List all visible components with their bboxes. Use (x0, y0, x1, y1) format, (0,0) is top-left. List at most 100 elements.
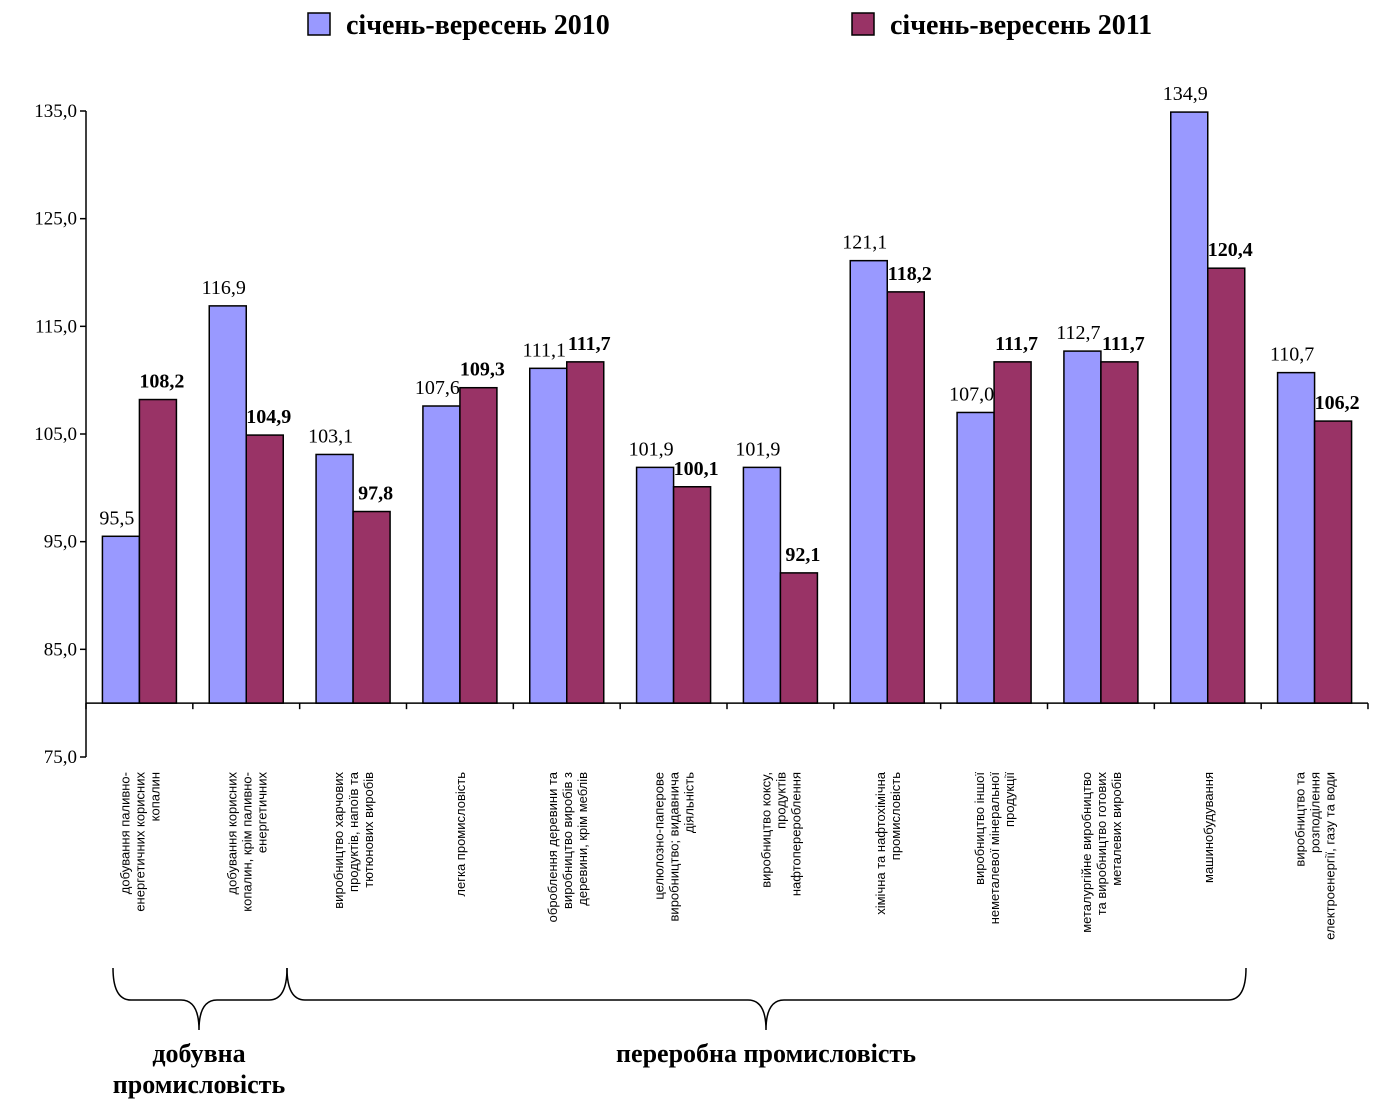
category-label-9: виробництво іншоїнеметалевої мінеральної… (972, 772, 1017, 925)
bar-2011-5 (566, 361, 605, 704)
bar-2011-12 (1313, 420, 1353, 704)
category-labels: добування паливно-енергетичних кориснихк… (117, 771, 1337, 940)
bar-2011-3 (352, 510, 391, 704)
y-tick-label: 125,0 (34, 209, 77, 230)
y-tick-label: 75,0 (44, 747, 77, 768)
category-label-line: продуктів, напоїв та (346, 771, 361, 892)
category-label-line: енергетичних (254, 772, 269, 854)
value-label-2010-2: 116,9 (202, 277, 246, 299)
category-label-8: хімічна та нафтохімічнапромисловість (873, 771, 903, 915)
y-tick-label: 105,0 (34, 424, 77, 445)
category-label-line: копалин, крім паливно- (239, 772, 254, 912)
value-label-2011-6: 100,1 (674, 458, 719, 480)
category-label-line: виробництво; видавнича (667, 771, 682, 921)
value-label-2011-12: 106,2 (1315, 392, 1360, 414)
value-label-2010-5: 111,1 (522, 339, 566, 361)
legend-label-2: січень-вересень 2011 (890, 10, 1152, 41)
category-label-line: неметалевої мінеральної (987, 772, 1002, 925)
group-brace-2 (286, 967, 1247, 1031)
bar-2010-5 (529, 367, 568, 704)
category-label-line: електроенергії, газу та води (1323, 772, 1338, 940)
value-label-2010-6: 101,9 (629, 438, 674, 460)
category-label-line: машинобудування (1201, 772, 1216, 883)
value-label-2010-3: 103,1 (308, 425, 353, 447)
category-label-line: та виробництво готових (1094, 772, 1109, 916)
category-label-line: целюлозно-паперове (652, 772, 667, 900)
category-label-6: целюлозно-паперовевиробництво; видавнича… (652, 771, 697, 921)
category-label-line: виробництво харчових (331, 772, 346, 909)
category-label-line: металевих виробів (1109, 772, 1124, 886)
value-label-2011-9: 111,7 (995, 333, 1038, 355)
bar-2010-10 (1063, 350, 1102, 704)
category-label-3: виробництво харчовихпродуктів, напоїв та… (331, 771, 376, 908)
y-tick-label: 135,0 (34, 101, 77, 122)
category-label-line: металургійне виробництво (1079, 772, 1094, 933)
bar-2011-10 (1100, 361, 1139, 704)
bar-2010-9 (956, 411, 995, 704)
bar-2011-1 (138, 398, 178, 704)
category-label-line: діяльність (682, 772, 697, 833)
category-label-line: виробництво коксу, (758, 772, 773, 888)
legend: січень-вересень 2010 січень-вересень 2011 (307, 10, 1152, 41)
bar-2011-7 (779, 572, 819, 704)
category-label-line: деревини, крім меблів (575, 772, 590, 906)
category-label-10: металургійне виробництвота виробництво г… (1079, 772, 1124, 933)
category-label-line: розподілення (1308, 772, 1323, 853)
group-label-2: переробна промисловість (616, 1039, 916, 1068)
value-label-2011-7: 92,1 (785, 544, 820, 566)
category-label-line: оброблення деревини та (545, 771, 560, 922)
bar-2010-7 (742, 466, 782, 704)
y-tick-label: 115,0 (35, 316, 77, 337)
value-label-2010-4: 107,6 (415, 377, 460, 399)
bar-2011-6 (672, 486, 712, 704)
category-label-7: виробництво коксу,продуктівнафтопереробл… (758, 772, 803, 896)
bar-2010-1 (101, 535, 141, 704)
category-label-line: нафтоперероблення (788, 772, 803, 896)
category-label-1: добування паливно-енергетичних кориснихк… (117, 772, 162, 912)
value-label-2011-8: 118,2 (888, 263, 932, 285)
legend-swatch-1 (307, 12, 331, 36)
bar-2010-2 (208, 305, 247, 704)
value-label-2010-7: 101,9 (735, 438, 780, 460)
bar-2010-4 (422, 405, 461, 704)
category-label-line: добування корисних (224, 772, 239, 895)
category-label-4: легка промисловість (453, 772, 468, 897)
y-tick-label: 85,0 (44, 639, 77, 660)
category-label-line: копалин (147, 772, 162, 821)
y-tick-label: 95,0 (44, 532, 77, 553)
y-axis: 75,0 85,0 95,0 105,0 115,0 125,0 135,0 (34, 101, 87, 768)
category-label-line: тютюнових виробів (361, 772, 376, 888)
category-label-line: продукції (1002, 772, 1017, 827)
category-label-line: виробництво іншої (972, 772, 987, 885)
bar-2010-11 (1170, 111, 1209, 704)
value-label-2011-3: 97,8 (358, 483, 393, 505)
category-label-line: легка промисловість (453, 772, 468, 897)
legend-swatch-2 (851, 12, 875, 36)
value-label-2011-5: 111,7 (568, 333, 611, 355)
category-label-2: добування кориснихкопалин, крім паливно-… (224, 772, 269, 912)
group-label-1: добувна (152, 1039, 245, 1068)
value-label-2010-8: 121,1 (842, 232, 887, 254)
value-label-2010-10: 112,7 (1056, 322, 1100, 344)
category-label-line: виробництво та (1293, 771, 1308, 866)
value-label-2011-1: 108,2 (139, 371, 184, 393)
value-label-2010-1: 95,5 (99, 507, 134, 529)
bar-2011-9 (993, 361, 1032, 704)
category-label-line: хімічна та нафтохімічна (873, 771, 888, 915)
value-label-2011-10: 111,7 (1102, 333, 1145, 355)
category-label-line: енергетичних корисних (132, 772, 147, 912)
value-label-2011-4: 109,3 (460, 359, 505, 381)
bars (101, 111, 1353, 704)
category-label-line: виробництво виробів з (560, 772, 575, 909)
bar-2010-6 (635, 466, 675, 704)
x-axis (85, 702, 1369, 710)
bar-2010-12 (1276, 371, 1316, 704)
bar-2011-8 (886, 291, 925, 704)
legend-label-1: січень-вересень 2010 (346, 10, 610, 41)
value-label-2010-11: 134,9 (1163, 83, 1208, 105)
category-label-line: промисловість (888, 772, 903, 860)
category-label-5: оброблення деревини тавиробництво виробі… (545, 771, 590, 922)
bar-2011-11 (1207, 267, 1246, 704)
